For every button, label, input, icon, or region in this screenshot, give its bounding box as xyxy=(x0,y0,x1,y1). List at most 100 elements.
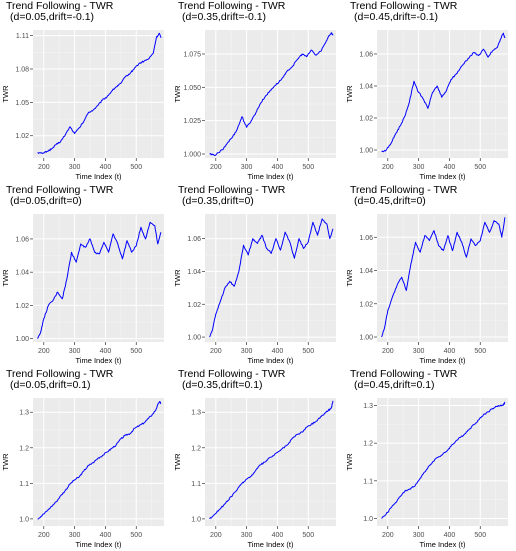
x-tick-label: 200 xyxy=(38,348,50,355)
x-tick-label: 200 xyxy=(382,164,394,171)
x-axis-label: Time Index (t) xyxy=(420,356,466,365)
x-tick-label: 400 xyxy=(444,164,456,171)
chart-subtitle: (d=0.05,drift=-0.1) xyxy=(10,11,95,23)
plot-background xyxy=(33,30,164,158)
x-tick-label: 200 xyxy=(210,532,222,539)
y-axis-label: TWR xyxy=(173,453,182,471)
y-tick-label: 1.2 xyxy=(363,441,373,448)
y-tick-label: 1.0 xyxy=(191,516,201,523)
x-axis-label: Time Index (t) xyxy=(76,540,122,549)
x-tick-label: 500 xyxy=(130,348,142,355)
plot-background xyxy=(205,398,336,526)
series-line-twr xyxy=(381,32,506,153)
series-line-twr xyxy=(209,218,334,338)
x-tick-label: 300 xyxy=(413,164,425,171)
plot-background xyxy=(33,214,164,342)
x-tick-label: 200 xyxy=(382,532,394,539)
chart-subtitle: (d=0.35,drift=0) xyxy=(182,195,254,207)
y-tick-label: 1.0 xyxy=(19,516,29,523)
chart-panel-7: Trend Following - TWR (d=0.05,drift=0.1) 2… xyxy=(0,368,172,551)
x-tick-label: 500 xyxy=(474,348,486,355)
chart-title: Trend Following - TWR xyxy=(178,368,286,380)
chart-subtitle: (d=0.45,drift=-0.1) xyxy=(354,11,439,23)
chart-title: Trend Following - TWR xyxy=(6,0,114,12)
x-tick-label: 300 xyxy=(241,532,253,539)
x-axis-label: Time Index (t) xyxy=(248,172,294,181)
y-tick-label: 1.000 xyxy=(183,152,201,159)
chart-panel-9: Trend Following - TWR (d=0.45,drift=0.1) 2… xyxy=(344,368,516,551)
chart-subtitle: (d=0.45,drift=0) xyxy=(354,195,426,207)
y-tick-label: 1.06 xyxy=(15,236,29,243)
x-tick-label: 300 xyxy=(69,348,81,355)
y-tick-label: 1.04 xyxy=(359,84,373,91)
y-tick-label: 1.0 xyxy=(363,516,373,523)
chart-panel-1: Trend Following - TWR (d=0.05,drift=-0.1)… xyxy=(0,0,172,183)
y-axis-label: TWR xyxy=(173,269,182,287)
x-tick-label: 500 xyxy=(302,532,314,539)
y-tick-label: 1.04 xyxy=(15,270,29,277)
chart-subtitle: (d=0.05,drift=0.1) xyxy=(10,379,91,391)
y-tick-label: 1.06 xyxy=(359,52,373,59)
y-tick-label: 1.1 xyxy=(19,481,29,488)
chart-svg: 200 300 400 500 1.0 1.1 1.2 1.3 Time Index (t) TW… xyxy=(173,398,336,549)
y-axis-label: TWR xyxy=(1,269,10,287)
chart-subtitle: (d=0.45,drift=0.1) xyxy=(354,379,435,391)
y-tick-label: 1.02 xyxy=(359,116,373,123)
y-axis-label: TWR xyxy=(345,269,354,287)
chart-svg: 200 300 400 500 1.00 1.02 1.04 1.06 Time Index (… xyxy=(345,30,508,181)
y-tick-label: 1.02 xyxy=(15,133,29,140)
chart-title: Trend Following - TWR xyxy=(178,0,286,12)
chart-panel-2: Trend Following - TWR (d=0.35,drift=-0.1)… xyxy=(172,0,344,183)
x-tick-label: 500 xyxy=(130,164,142,171)
y-tick-label: 1.06 xyxy=(359,235,373,242)
x-tick-label: 200 xyxy=(210,348,222,355)
x-tick-label: 400 xyxy=(272,348,284,355)
series-line-twr xyxy=(209,400,334,520)
y-axis-label: TWR xyxy=(345,453,354,471)
chart-svg: 200 300 400 500 1.0 1.1 1.2 1.3 Time Index (t) TW… xyxy=(345,398,508,549)
chart-title: Trend Following - TWR xyxy=(350,184,458,196)
y-axis-label: TWR xyxy=(1,85,10,103)
chart-panel-8: Trend Following - TWR (d=0.35,drift=0.1) 2… xyxy=(172,368,344,551)
chart-svg: 200 300 400 500 1.0 1.1 1.2 1.3 Time Index (t) TW… xyxy=(1,398,164,549)
x-axis-label: Time Index (t) xyxy=(420,172,466,181)
x-tick-label: 400 xyxy=(444,532,456,539)
x-tick-label: 500 xyxy=(130,532,142,539)
y-axis-label: TWR xyxy=(173,85,182,103)
chart-title: Trend Following - TWR xyxy=(178,184,286,196)
x-tick-label: 500 xyxy=(474,164,486,171)
x-tick-label: 500 xyxy=(302,164,314,171)
chart-panel-5: Trend Following - TWR (d=0.35,drift=0) 200… xyxy=(172,184,344,367)
x-tick-label: 300 xyxy=(69,164,81,171)
plot-background xyxy=(377,214,508,342)
y-tick-label: 1.050 xyxy=(183,85,201,92)
y-tick-label: 1.02 xyxy=(15,303,29,310)
x-tick-label: 200 xyxy=(210,164,222,171)
y-tick-label: 1.06 xyxy=(187,236,201,243)
x-tick-label: 300 xyxy=(413,532,425,539)
chart-svg: 200 300 400 500 1.02 1.05 1.08 1.11 Time Index (… xyxy=(1,30,164,181)
y-tick-label: 1.02 xyxy=(187,302,201,309)
y-tick-label: 1.3 xyxy=(19,410,29,417)
plot-background xyxy=(205,214,336,342)
plot-background xyxy=(205,30,336,158)
plot-background xyxy=(377,30,508,158)
chart-panel-6: Trend Following - TWR (d=0.45,drift=0) 200… xyxy=(344,184,516,367)
y-tick-label: 1.1 xyxy=(191,481,201,488)
x-axis-label: Time Index (t) xyxy=(76,356,122,365)
x-axis-label: Time Index (t) xyxy=(248,540,294,549)
y-tick-label: 1.11 xyxy=(16,33,29,40)
x-axis-label: Time Index (t) xyxy=(248,356,294,365)
chart-title: Trend Following - TWR xyxy=(6,184,114,196)
y-tick-label: 1.00 xyxy=(15,336,29,343)
y-tick-label: 1.05 xyxy=(15,100,29,107)
series-line-twr xyxy=(209,32,334,156)
chart-svg: 200 300 400 500 1.00 1.02 1.04 1.06 Time Index (… xyxy=(173,214,336,365)
y-tick-label: 1.02 xyxy=(359,301,373,308)
y-tick-label: 1.1 xyxy=(363,478,373,485)
y-tick-label: 1.04 xyxy=(359,268,373,275)
chart-title: Trend Following - TWR xyxy=(6,368,114,380)
y-tick-label: 1.2 xyxy=(191,445,201,452)
chart-title: Trend Following - TWR xyxy=(350,0,458,12)
